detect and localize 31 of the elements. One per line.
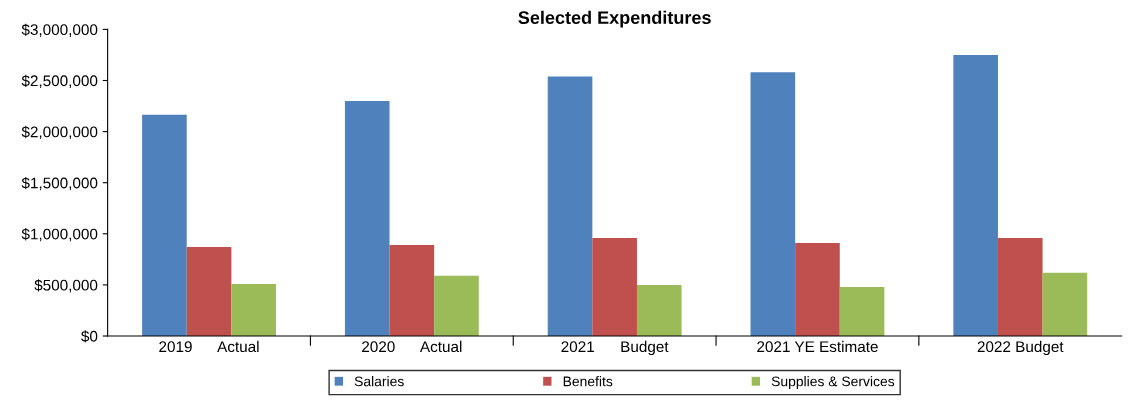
bar: [997, 237, 1043, 336]
y-tick-label: $0: [81, 330, 98, 343]
bar: [839, 286, 885, 336]
bar: [795, 243, 840, 336]
legend-label: Salaries: [354, 376, 404, 387]
bar: [344, 100, 390, 336]
y-tick-label: $1,000,000: [21, 228, 98, 242]
legend-label: Supplies & Services: [771, 376, 895, 390]
bar: [953, 54, 998, 336]
x-tick-label: 2020 Actual: [362, 340, 462, 353]
y-tick-label: $2,000,000: [21, 125, 98, 140]
x-tick-label: 2022 Budget: [977, 340, 1064, 356]
bar: [434, 275, 479, 336]
y-tick-label: $2,500,000: [21, 74, 98, 88]
x-tick-label: 2019 Actual: [159, 340, 259, 353]
bar: [750, 72, 796, 336]
bar: [592, 237, 637, 336]
legend-label: Benefits: [563, 376, 613, 387]
bar: [547, 76, 593, 336]
bar: [186, 247, 232, 336]
bar: [636, 284, 682, 336]
y-tick-label: $3,000,000: [21, 23, 98, 37]
y-tick-label: $1,500,000: [21, 176, 98, 191]
bar: [1042, 272, 1088, 336]
bar: [231, 283, 276, 336]
x-tick-label: 2021 Budget: [561, 340, 669, 356]
x-tick-label: 2021 YE Estimate: [757, 340, 878, 353]
y-tick-label: $500,000: [34, 279, 98, 293]
chart-title: Selected Expenditures: [518, 10, 711, 28]
bar: [142, 114, 187, 336]
bar: [389, 245, 435, 336]
